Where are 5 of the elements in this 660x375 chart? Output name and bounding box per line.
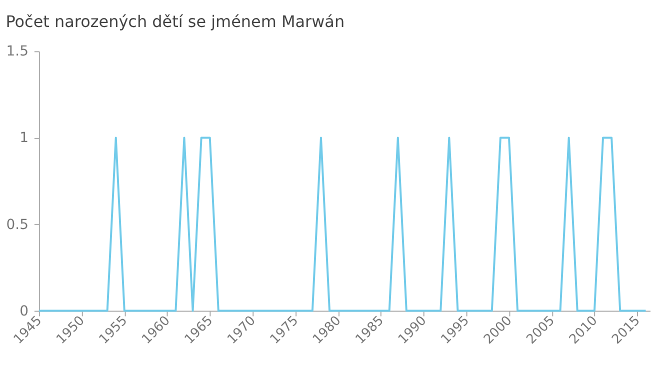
chart-title: Počet narozených dětí se jménem Marwán — [6, 12, 345, 32]
y-tick-label: 0 — [20, 303, 28, 320]
y-tick-label: 1 — [20, 130, 28, 146]
y-tick-label: 0.5 — [6, 216, 28, 233]
y-tick-label: 1.5 — [6, 44, 28, 60]
